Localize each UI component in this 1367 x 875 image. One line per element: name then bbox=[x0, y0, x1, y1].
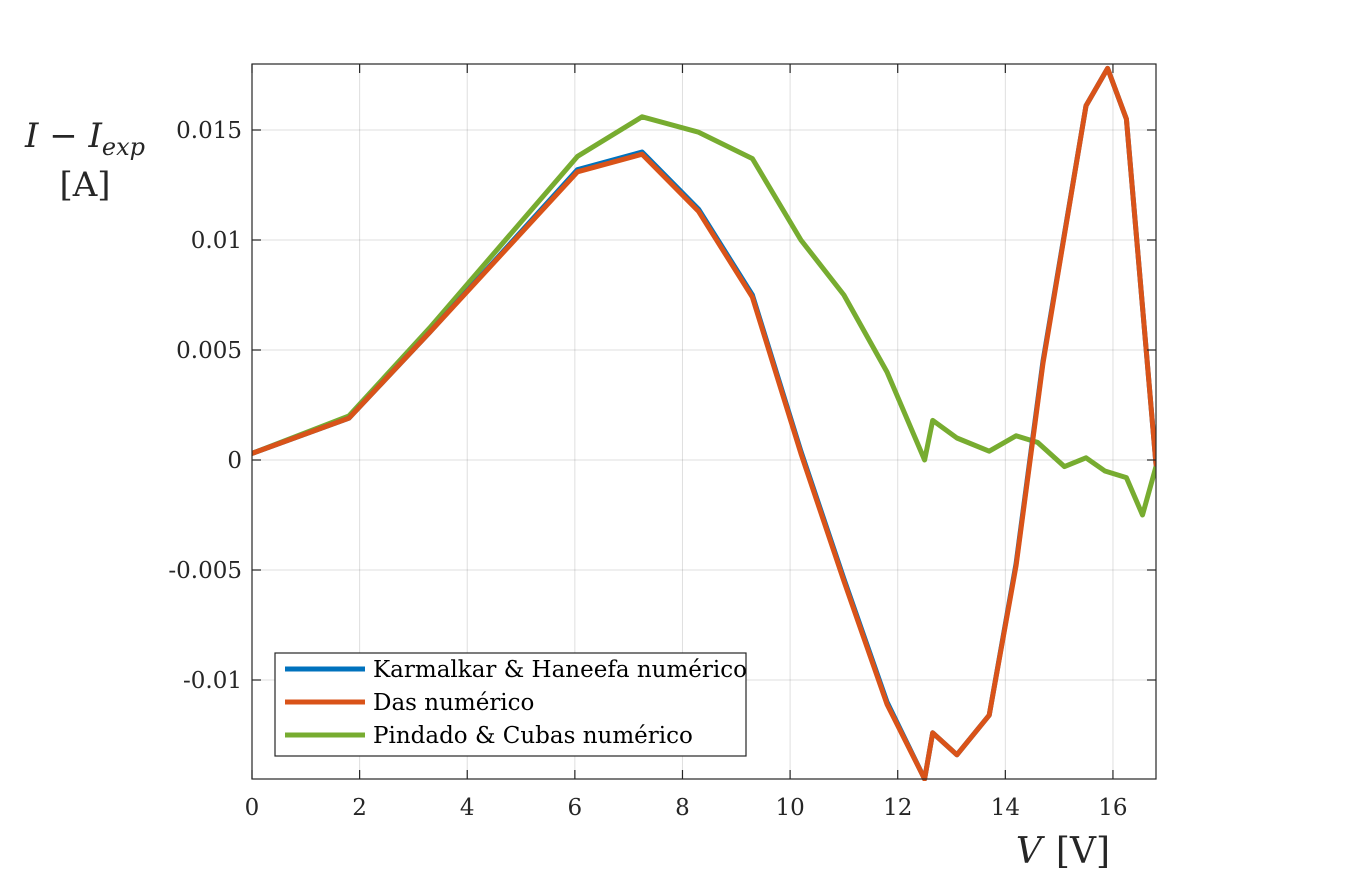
svg-text:V[V]: V [V] bbox=[1016, 831, 1110, 872]
series-lines bbox=[252, 65, 1156, 781]
svg-text:I − Iexp: I − Iexp bbox=[24, 116, 145, 161]
axes-box bbox=[251, 63, 1157, 780]
y-axis-label: I − Iexp [A] bbox=[24, 116, 145, 205]
x-tick-label: 6 bbox=[568, 795, 583, 821]
y-tick-label: 0.005 bbox=[176, 338, 242, 364]
x-tick-label: 2 bbox=[352, 795, 367, 821]
y-tick-label: 0.015 bbox=[176, 118, 242, 144]
y-tick-label: 0 bbox=[227, 448, 242, 474]
y-tick-label: 0.01 bbox=[191, 228, 242, 254]
x-axis-unit: [V] bbox=[1056, 831, 1110, 872]
series-line-3 bbox=[252, 114, 1156, 518]
y-axis-label-sub: exp bbox=[102, 133, 145, 161]
legend-label: Karmalkar & Haneefa numérico bbox=[373, 657, 747, 683]
x-tick-label: 14 bbox=[991, 795, 1020, 821]
legend-label: Pindado & Cubas numérico bbox=[373, 723, 693, 749]
x-axis-symbol: V bbox=[1016, 831, 1046, 872]
series-line-2 bbox=[252, 65, 1156, 781]
legend-label: Das numérico bbox=[373, 690, 534, 716]
y-tick-label: -0.005 bbox=[168, 558, 242, 584]
x-tick-label: 12 bbox=[883, 795, 912, 821]
x-tick-labels: 0 2 4 6 8 10 12 14 16 bbox=[245, 795, 1128, 821]
y-axis-label-main: I − I bbox=[24, 116, 103, 156]
x-axis-label: V [V] bbox=[1016, 831, 1110, 872]
y-tick-label: -0.01 bbox=[183, 668, 242, 694]
y-tick-labels: -0.01 -0.005 0 0.005 0.01 0.015 bbox=[168, 118, 242, 694]
ticks bbox=[251, 64, 1156, 779]
x-tick-label: 0 bbox=[245, 795, 260, 821]
x-tick-label: 4 bbox=[460, 795, 475, 821]
x-tick-label: 8 bbox=[675, 795, 690, 821]
x-tick-label: 16 bbox=[1098, 795, 1127, 821]
x-tick-label: 10 bbox=[775, 795, 804, 821]
y-axis-unit: [A] bbox=[59, 165, 110, 205]
legend: Karmalkar & Haneefa numérico Das numérico… bbox=[274, 652, 747, 757]
